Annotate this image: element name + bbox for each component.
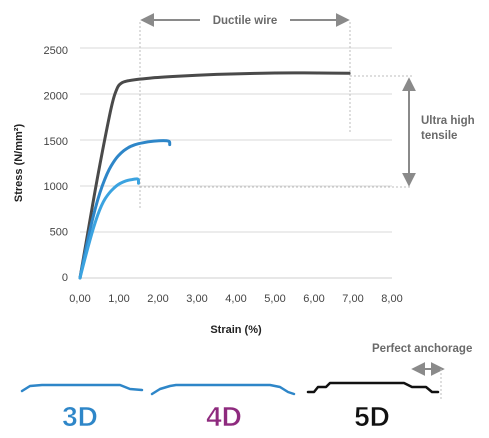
product-label-5d: 5D: [354, 401, 390, 432]
x-tick-label: 5,00: [264, 293, 285, 305]
y-tick-label: 1000: [44, 181, 68, 193]
series-line-dark: [78, 71, 351, 280]
y-tick-label: 500: [50, 227, 68, 239]
perfect-anchorage-label: Perfect anchorage: [372, 343, 472, 355]
gridlines: [80, 47, 392, 233]
x-tick-label: 6,00: [303, 293, 324, 305]
y-tick-labels: 0 500 1000 1500 2000 2500: [44, 45, 68, 284]
x-tick-label: 1,00: [108, 293, 129, 305]
product-label-4d: 4D: [206, 401, 242, 432]
x-tick-label: 8,00: [381, 293, 402, 305]
y-tick-label: 2000: [44, 90, 68, 102]
wire-profile-3d: [20, 383, 144, 393]
series-line-mid-blue: [78, 139, 172, 280]
y-tick-label: 1500: [44, 136, 68, 148]
y-tick-label: 2500: [44, 45, 68, 57]
x-tick-label: 0,00: [69, 293, 90, 305]
x-tick-label: 2,00: [147, 293, 168, 305]
x-tick-label: 7,00: [342, 293, 363, 305]
ductile-wire-label: Ductile wire: [213, 15, 278, 27]
x-tick-labels: 0,00 1,00 2,00 3,00 4,00 5,00 6,00 7,00 …: [69, 293, 402, 305]
tensile-label: tensile: [421, 130, 457, 142]
product-label-3d: 3D: [62, 401, 98, 432]
wire-profile-5d: [306, 381, 440, 394]
x-axis-title: Strain (%): [210, 324, 262, 336]
wire-profile-4d: [150, 383, 296, 396]
x-tick-label: 4,00: [225, 293, 246, 305]
y-axis-title: Stress (N/mm²): [13, 124, 25, 203]
x-tick-label: 3,00: [186, 293, 207, 305]
ultra-high-label: Ultra high: [421, 115, 475, 127]
y-tick-label: 0: [62, 272, 68, 284]
series-line-light-blue: [78, 177, 140, 280]
